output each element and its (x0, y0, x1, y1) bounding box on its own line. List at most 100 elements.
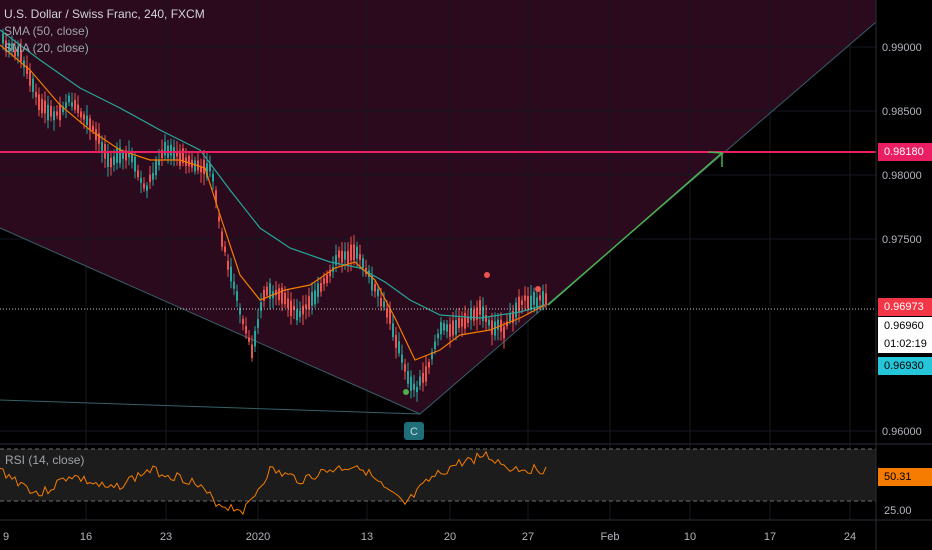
symbol-title[interactable]: U.S. Dollar / Swiss Franc, 240, FXCM (4, 7, 205, 21)
candle-body (455, 320, 457, 335)
channel-lower-line (0, 227, 421, 415)
candle-body (221, 231, 223, 247)
countdown-tag: 01:02:19 (878, 335, 932, 353)
rsi-line (0, 450, 547, 516)
price-axis[interactable]: 0.99000 0.98500 0.98000 0.97500 0.96000 (882, 42, 922, 438)
candle-body (284, 292, 286, 305)
candle-body (545, 293, 547, 305)
candle-body (458, 317, 460, 328)
candle-body (218, 216, 220, 222)
candle-body (29, 71, 31, 86)
candle-body (542, 291, 544, 307)
candle-body (431, 351, 433, 360)
candle-body (533, 291, 535, 305)
candle-body (359, 254, 361, 260)
grid (0, 0, 876, 520)
candle-body (314, 290, 316, 305)
candle-body (482, 306, 484, 322)
candle-body (371, 275, 373, 291)
c-marker[interactable]: C (404, 422, 424, 440)
candle-body (155, 159, 157, 176)
candle-body (53, 111, 55, 121)
candle-body (251, 344, 253, 358)
projection-arrow[interactable] (547, 151, 723, 306)
time-tick-label: 27 (522, 531, 534, 543)
candle-body (257, 319, 259, 328)
rsi-tick-label: 25.00 (884, 505, 912, 517)
candle-body (158, 159, 160, 166)
time-tick-label: 16 (80, 531, 92, 543)
candle-body (293, 305, 295, 311)
candle-body (134, 156, 136, 172)
candle-body (206, 163, 208, 178)
candle-body (137, 170, 139, 178)
candle-body (383, 301, 385, 308)
candle-body (461, 318, 463, 327)
rsi-value-tag: 50.31 (878, 468, 932, 486)
candle-body (11, 42, 13, 50)
candle-body (188, 155, 190, 167)
candle-body (392, 323, 394, 337)
candle-body (122, 152, 124, 159)
candle-body (419, 376, 421, 386)
candle-body (230, 266, 232, 282)
candle-body (320, 283, 322, 292)
candle-body (374, 283, 376, 292)
candle-body (413, 383, 415, 390)
candle-body (89, 118, 91, 130)
candle-body (26, 65, 28, 75)
candle-body (347, 250, 349, 264)
candle-body (434, 341, 436, 350)
candle-body (227, 260, 229, 270)
candle-body (50, 105, 52, 117)
candle-body (488, 319, 490, 326)
current-price-tag: 0.96960 (878, 317, 932, 335)
candle-body (71, 102, 73, 107)
candle-body (416, 386, 418, 393)
candle-body (260, 302, 262, 311)
candle-body (152, 172, 154, 180)
candle-body (212, 173, 214, 182)
rsi-legend[interactable]: RSI (14, close) (5, 453, 85, 467)
candle-body (242, 318, 244, 325)
candle-body (518, 296, 520, 313)
candle-body (446, 324, 448, 332)
candle-body (422, 372, 424, 383)
candle-body (524, 295, 526, 301)
signal-dot-down (535, 286, 541, 292)
candle-body (140, 178, 142, 183)
price-tick-label: 0.98000 (882, 170, 922, 182)
time-tick-label: 10 (684, 531, 696, 543)
candle-body (305, 304, 307, 309)
candle-body (464, 312, 466, 329)
hline-price-tag: 0.98180 (878, 143, 932, 161)
candle-body (323, 278, 325, 285)
support-line (0, 399, 421, 415)
candle-body (452, 320, 454, 336)
candle-body (269, 283, 271, 299)
sma-50-legend[interactable]: SMA (50, close) (4, 24, 89, 38)
candle-body (281, 287, 283, 304)
candle-body (353, 244, 355, 261)
candle-body (101, 142, 103, 153)
candle-body (527, 296, 529, 309)
candle-body (530, 295, 532, 310)
candle-body (44, 100, 46, 114)
rsi-axis[interactable]: 25.00 (884, 505, 912, 517)
candle-body (86, 115, 88, 125)
candle-body (299, 310, 301, 317)
candle-body (47, 104, 49, 121)
candle-body (41, 98, 43, 113)
candle-body (182, 148, 184, 164)
sma-20-legend[interactable]: SMA (20, close) (4, 41, 89, 55)
candle-body (248, 337, 250, 342)
candle-body (389, 308, 391, 324)
candle-body (350, 244, 352, 261)
candle-body (509, 313, 511, 322)
candle-body (311, 291, 313, 306)
candle-body (326, 274, 328, 283)
candle-body (290, 300, 292, 316)
time-axis[interactable]: 9 16 23 2020 13 20 27 Feb 10 17 24 (3, 531, 856, 543)
candle-body (404, 364, 406, 372)
